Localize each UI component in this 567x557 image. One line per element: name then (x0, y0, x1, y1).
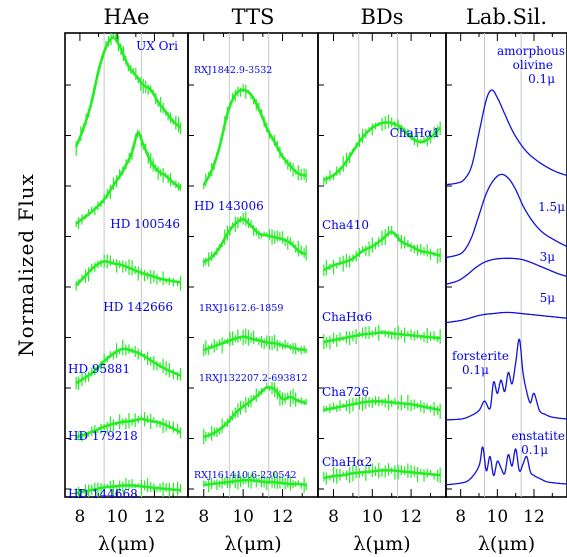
series-label: ChaHα2 (322, 455, 372, 469)
x-tick-label: 10 (106, 507, 128, 527)
spectrum-1 (446, 173, 567, 259)
spectrum-0 (74, 33, 182, 156)
spectrum-line (446, 446, 567, 486)
spectrum-line (203, 335, 307, 352)
series-label: HD 179218 (68, 429, 138, 443)
x-tick-label: 12 (144, 507, 166, 527)
series-label: 1.5μ (538, 200, 565, 214)
x-tick-label: 12 (272, 507, 294, 527)
x-tick-label: 10 (487, 507, 509, 527)
series-label-size: 0.1μ (521, 443, 548, 457)
spectrum-0 (202, 83, 307, 190)
x-tick-label: 8 (74, 507, 85, 527)
series-label: forsterite (452, 349, 509, 363)
x-axis-label: λ(μm) (98, 533, 155, 555)
x-tick-label: 10 (232, 507, 254, 527)
spectra (323, 114, 442, 485)
series-label: HD 100546 (110, 217, 180, 231)
spectrum-line (75, 347, 181, 385)
panel-bds: 8 10 12 BDs λ(μm) ChaHα1 Cha410 ChaHα6 Cha726 Cha… (317, 5, 447, 555)
series-label: ChaHα1 (390, 126, 440, 140)
panel-lab-sil: 8 10 12Lab.Sil.λ(μm)amorphousolivine0.1μ1.… (445, 5, 567, 555)
spectrum-line (203, 218, 307, 264)
x-tick-label: 8 (198, 507, 209, 527)
series-label: RXJ1842.9-3532 (194, 65, 272, 76)
y-axis-label: Normalized Flux (14, 173, 38, 357)
panel-title: BDs (360, 5, 403, 29)
series-label: ChaHα6 (322, 310, 372, 324)
series-label: 0.1μ (528, 72, 555, 86)
panel-title: HAe (104, 5, 150, 29)
spectrum-0 (323, 114, 442, 186)
spectrum-4 (446, 338, 567, 421)
spectrum-4 (75, 411, 182, 442)
series-label: UX Ori (136, 39, 178, 53)
spectrum-5 (446, 446, 567, 486)
spectrum-line (446, 257, 567, 285)
spectrum-2 (203, 328, 307, 357)
spectrum-line (446, 173, 567, 259)
spectrum-line (446, 338, 567, 421)
x-axis-label: λ(μm) (478, 533, 535, 555)
series-label: 1RXJ132207.2-693812 (199, 373, 308, 384)
series-label: 1RXJ1612.6-1859 (199, 303, 283, 314)
spectra (446, 89, 567, 486)
series-label: Cha410 (322, 218, 369, 232)
x-tick-label: 8 (455, 507, 466, 527)
series-label: HD 95881 (68, 362, 130, 376)
x-tick-label: 12 (523, 507, 545, 527)
panel-frame (187, 32, 319, 498)
spectrum-line (203, 386, 307, 439)
panels: 8 10 12 HAe λ(μm) UX Ori HD 100546 HD 142666 HD … (64, 5, 567, 555)
x-tick-label: 8 (328, 507, 339, 527)
series-label: olivine (513, 58, 553, 72)
spectrum-0 (446, 89, 567, 186)
spectrum-3 (203, 381, 307, 445)
spectrum-1 (75, 129, 182, 229)
x-tick-label: 10 (361, 507, 383, 527)
series-label: Cha726 (322, 385, 369, 399)
panel-frame (445, 32, 567, 498)
panel-title: TTS (232, 5, 275, 29)
series-label: HD 143006 (194, 199, 264, 213)
spectrum-2 (75, 254, 182, 291)
spectrum-line (75, 131, 182, 225)
spectrum-2 (446, 257, 567, 285)
spectrum-line (202, 88, 307, 186)
spectra (202, 83, 307, 493)
spectrum-4 (203, 472, 307, 493)
spectrum-line (446, 311, 567, 324)
spectrum-line (74, 36, 182, 148)
spectrum-line (75, 260, 181, 287)
spectrum-4 (323, 462, 441, 485)
series-label: enstatite (511, 429, 565, 443)
x-axis-label: λ(μm) (353, 533, 410, 555)
panel-tts: 8 10 12 TTS λ(μm) RXJ1842.9-3532 HD 143006 1RXJ… (187, 5, 319, 555)
spectrum-1 (203, 211, 307, 268)
spectrum-5 (75, 478, 182, 497)
spectrum-2 (323, 324, 441, 350)
spectrum-line (75, 484, 181, 495)
x-tick-label: 12 (400, 507, 422, 527)
spectrum-line (203, 478, 307, 487)
spectrum-3 (75, 339, 182, 390)
series-label: amorphous (497, 44, 565, 58)
spectrum-3 (323, 394, 441, 419)
series-label: 3μ (540, 250, 556, 264)
series-label: 5μ (540, 291, 556, 305)
panel-title: Lab.Sil. (466, 5, 547, 29)
series-label: HD 142666 (103, 300, 173, 314)
series-label-size: 0.1μ (462, 363, 489, 377)
series-label: RXJ161410.6-230542 (194, 470, 297, 481)
panel-hae: 8 10 12 HAe λ(μm) UX Ori HD 100546 HD 142666 HD … (64, 5, 189, 555)
spectrum-line (446, 89, 567, 186)
spectrum-1 (323, 226, 441, 277)
x-axis-label: λ(μm) (224, 533, 281, 555)
spectrum-line (75, 417, 182, 439)
spectra (74, 33, 182, 497)
spectrum-3 (446, 311, 567, 324)
series-label: HD 144668 (68, 487, 138, 501)
